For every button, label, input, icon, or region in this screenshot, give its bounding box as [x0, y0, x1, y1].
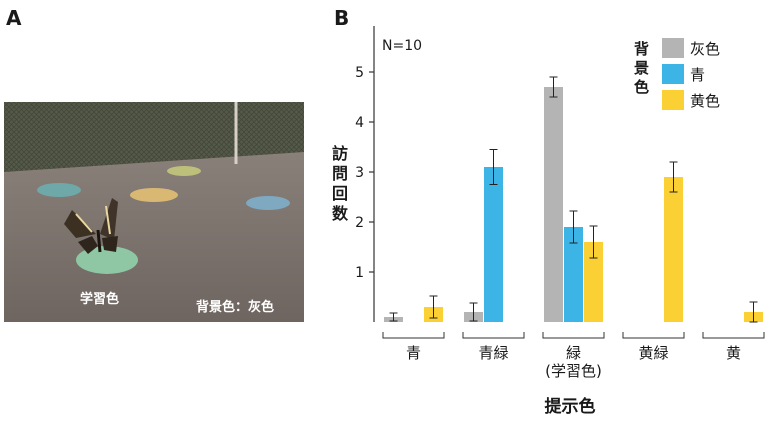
bar [664, 177, 683, 322]
category-bracket [382, 332, 445, 339]
y-tick-label: 5 [355, 65, 364, 81]
legend-label: 黄色 [690, 92, 720, 110]
photo-label-background-color: 背景色：灰色 [196, 300, 275, 315]
category-label: 青 [406, 344, 421, 362]
y-tick-label: 3 [355, 165, 364, 181]
blue-disc [37, 183, 81, 197]
cyan-disc [246, 196, 290, 210]
y-tick-label: 4 [355, 115, 364, 131]
category-label: 黄 [726, 344, 741, 362]
category-bracket [542, 332, 605, 339]
bar [544, 87, 563, 322]
visit-count-chart: 1 2 3 4 5 N=10 青青緑緑 (学習色) 黄緑黄提示色 灰色青黄色 訪問回数 背景色 [320, 0, 780, 424]
chart-bars [384, 87, 763, 322]
bar [484, 167, 503, 322]
n-label: N=10 [382, 38, 422, 54]
y-tick-label: 2 [355, 215, 364, 231]
legend-title-char: 背 [634, 40, 650, 58]
legend-swatch [662, 90, 684, 110]
y-axis-label-char: 数 [332, 204, 349, 223]
legend-title-char: 景 [634, 59, 650, 77]
panel-a-letter: A [6, 6, 22, 30]
yellow-disc [130, 188, 178, 202]
y-tick-label: 1 [355, 265, 364, 281]
x-axis-label: 提示色 [545, 396, 596, 417]
bar [584, 242, 603, 322]
category-label: 緑 [566, 344, 581, 362]
legend-title-char: 色 [634, 78, 650, 96]
y-axis-label-char: 訪 [332, 144, 349, 163]
chart-error-bars [389, 76, 758, 323]
y-axis-label-char: 問 [332, 164, 349, 183]
legend-label: 灰色 [690, 40, 720, 58]
legend-swatch [662, 38, 684, 58]
y-axis-label-char: 回 [332, 184, 349, 203]
bar [564, 227, 583, 322]
category-bracket [622, 332, 685, 339]
legend-swatch [662, 64, 684, 84]
category-sublabel: (学習色) [545, 362, 602, 380]
butterfly [64, 198, 118, 254]
panel-b-letter: B [334, 6, 350, 30]
chart-axes [369, 26, 765, 339]
category-label: 青緑 [478, 344, 508, 362]
green-disc-learned [76, 246, 138, 274]
yellowgreen-disc [167, 166, 201, 176]
category-bracket [462, 332, 525, 339]
butterfly-photo: 学習色 背景色：灰色 [4, 102, 304, 322]
legend-label: 青 [690, 66, 705, 84]
category-bracket [702, 332, 765, 339]
photo-label-learned-color: 学習色 [80, 292, 120, 307]
category-label: 黄緑 [638, 344, 668, 362]
